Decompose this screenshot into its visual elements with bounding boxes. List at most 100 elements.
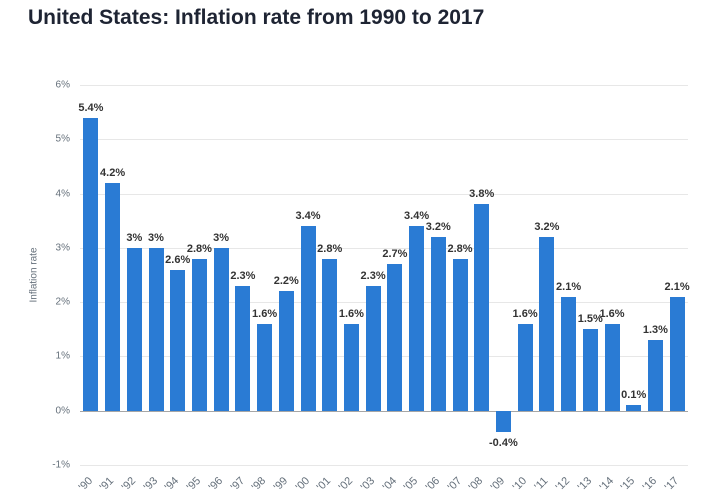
bar-97[interactable] (235, 285, 251, 411)
x-axis-tick-label: '04 (380, 474, 399, 494)
zero-gridline (80, 410, 688, 412)
bar-16[interactable] (647, 340, 663, 411)
y-axis-tick-label: 0% (55, 405, 70, 417)
bar-value-label: 0.1% (621, 389, 647, 402)
bar-09[interactable] (495, 410, 511, 433)
bar-value-label: 3.4% (295, 210, 321, 223)
bar-99[interactable] (278, 291, 294, 411)
bar-02[interactable] (343, 323, 359, 411)
x-axis-tick-label: '06 (423, 474, 443, 494)
x-axis-tick-label: '13 (575, 474, 595, 494)
bar-10[interactable] (517, 323, 533, 411)
bar-value-label: 3.4% (404, 210, 430, 223)
gridline (80, 302, 688, 304)
x-axis-tick-label: '99 (271, 474, 291, 494)
bar-value-label: 1.6% (599, 307, 625, 320)
y-axis-tick-label: -1% (52, 459, 70, 471)
bar-17[interactable] (669, 296, 685, 411)
x-axis-tick-label: '14 (597, 474, 616, 494)
bar-value-label: 3.2% (534, 221, 560, 233)
gridline (80, 356, 688, 358)
bar-value-label: 4.2% (100, 166, 126, 179)
bar-value-label: 2.8% (317, 242, 343, 255)
x-axis-tick-label: '92 (119, 474, 139, 494)
x-axis-tick-label: '97 (228, 474, 247, 494)
y-axis-tick-label: 5% (55, 133, 70, 145)
bar-13[interactable] (582, 329, 598, 411)
bar-00[interactable] (300, 226, 316, 411)
bar-value-label: 1.3% (642, 324, 668, 337)
bar-95[interactable] (191, 258, 207, 411)
gridline (80, 465, 688, 466)
bar-94[interactable] (170, 269, 186, 411)
y-axis-title: Inflation rate (28, 247, 40, 303)
bar-14[interactable] (604, 323, 620, 411)
x-axis-tick-label: '91 (97, 474, 117, 494)
bar-value-label: 3% (148, 231, 164, 244)
bar-value-label: 1.5% (577, 313, 603, 326)
bar-11[interactable] (539, 237, 555, 411)
plot-area: 6% 5% 4% 3% 2% 1% 0% -1% 5.4% '90 4.2% '91 3% '92 3% '9… (52, 80, 690, 494)
x-axis-tick-label: '00 (293, 474, 312, 494)
bar-06[interactable] (430, 237, 446, 411)
bar-value-label: 2.1% (664, 280, 690, 293)
bar-04[interactable] (387, 264, 403, 411)
y-axis-tick-label: 3% (55, 242, 70, 254)
x-axis-tick-label: '16 (640, 474, 660, 494)
chart-title: United States: Inflation rate from 1990 … (28, 6, 485, 29)
bar-value-label: 3% (126, 231, 143, 244)
gridline (80, 139, 688, 141)
gridline (80, 85, 688, 86)
y-axis-tick-label: 2% (55, 296, 70, 308)
x-axis-tick-label: '17 (662, 474, 681, 494)
bar-value-label: 2.2% (273, 275, 299, 288)
bar-value-label: 2.8% (186, 242, 212, 255)
y-axis-tick-label: 4% (55, 188, 70, 200)
bar-value-label: 3.8% (469, 188, 495, 201)
bar-91[interactable] (105, 182, 121, 411)
x-axis-tick-label: '10 (510, 474, 529, 494)
x-axis-tick-label: '08 (466, 474, 486, 494)
x-axis-tick-label: '15 (618, 474, 638, 494)
bar-value-label: 2.3% (230, 269, 256, 282)
bar-value-label: 1.6% (252, 307, 278, 320)
x-axis-tick-label: '11 (532, 474, 551, 493)
y-axis-tick-label: 6% (55, 79, 70, 91)
x-axis-tick-label: '94 (162, 474, 182, 494)
x-axis-tick-label: '05 (401, 474, 421, 494)
bar-93[interactable] (148, 247, 164, 411)
bar-96[interactable] (213, 247, 229, 411)
bar-07[interactable] (452, 258, 468, 411)
x-axis-tick-label: '09 (488, 474, 508, 494)
x-axis-tick-label: '01 (314, 474, 334, 494)
x-axis-tick-label: '95 (184, 474, 204, 494)
bar-value-label: 2.7% (382, 248, 408, 261)
bar-03[interactable] (365, 285, 381, 411)
bar-92[interactable] (126, 247, 142, 411)
bar-01[interactable] (322, 258, 338, 411)
y-axis-tick-label: 1% (55, 350, 70, 362)
bar-value-label: 2.1% (556, 280, 582, 293)
bar-value-label: -0.4% (489, 437, 518, 450)
bar-05[interactable] (409, 226, 425, 411)
bar-value-label: 1.6% (512, 307, 538, 320)
x-axis-tick-label: '90 (76, 474, 95, 494)
bar-98[interactable] (257, 323, 273, 411)
bar-value-label: 2.6% (165, 253, 191, 266)
x-axis-tick-label: '98 (249, 474, 269, 494)
bar-value-label: 3.2% (425, 221, 451, 233)
x-axis-tick-label: '12 (553, 474, 573, 494)
x-axis-tick-label: '96 (206, 474, 225, 494)
bar-08[interactable] (474, 204, 490, 411)
bar-value-label: 2.3% (360, 269, 386, 282)
bar-12[interactable] (561, 296, 577, 411)
gridline (80, 193, 688, 195)
bar-90[interactable] (83, 117, 99, 411)
bar-value-label: 1.6% (338, 307, 364, 320)
x-axis-tick-label: '02 (336, 474, 356, 494)
x-axis-tick-label: '07 (445, 474, 464, 494)
x-axis-tick-label: '03 (358, 474, 377, 494)
gridline (80, 247, 688, 249)
bar-15[interactable] (626, 405, 642, 411)
